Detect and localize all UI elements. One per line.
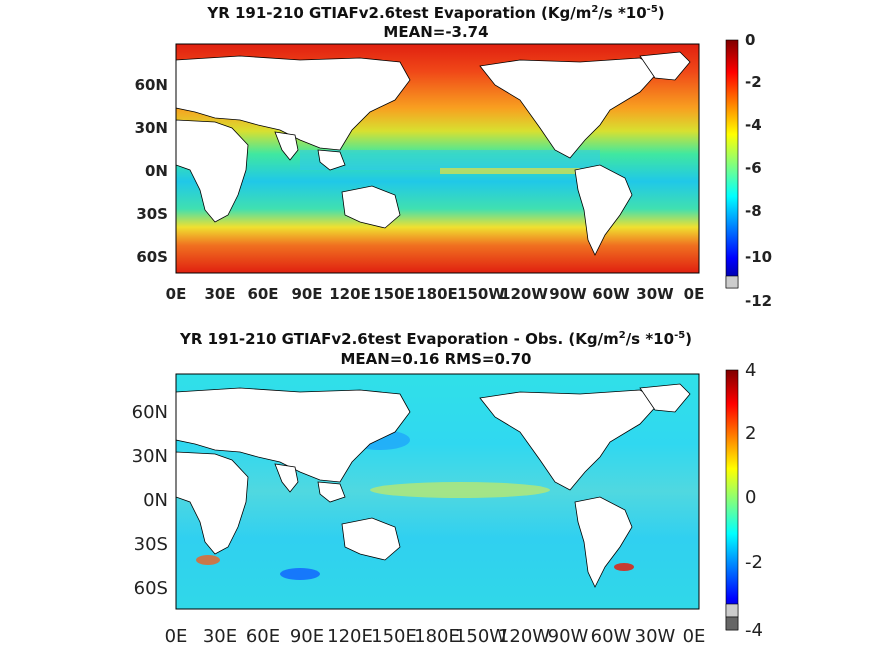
colorbar-2-tick: -4 xyxy=(745,620,763,641)
land-australia xyxy=(341,185,401,229)
panel-2-subtitle: MEAN=0.16 RMS=0.70 xyxy=(341,350,532,368)
x-tick-label: 0E xyxy=(683,626,706,647)
y-tick-label: 60N xyxy=(135,76,168,94)
y-tick-label: 0N xyxy=(145,162,168,180)
panel-1-subtitle: MEAN=-3.74 xyxy=(383,23,488,41)
y-tick-label: 30S xyxy=(136,205,168,223)
colorbar-2-body xyxy=(725,369,739,631)
colorbar-2: 4 2 0 -2 -4 xyxy=(725,360,763,641)
anomaly-pos xyxy=(370,482,550,498)
x-tick-label: 180E xyxy=(414,626,460,647)
colorbar-2-tick: 0 xyxy=(745,487,756,508)
colorbar-1-tick: -12 xyxy=(745,292,772,310)
tropical-band xyxy=(300,150,600,170)
colorbar-2-tick: 4 xyxy=(745,360,756,381)
colorbar-2-tick: -2 xyxy=(745,552,763,573)
colorbar-1: 0 -2 -4 -6 -8 -10 -12 xyxy=(725,31,772,310)
panel-1: YR 191-210 GTIAFv2.6test Evaporation (Kg… xyxy=(135,4,773,310)
x-tick-label: 150W xyxy=(457,285,505,303)
x-tick-label: 120W xyxy=(498,626,550,647)
land-eurasia xyxy=(175,387,411,483)
colorbar-2-under-dark xyxy=(725,616,739,631)
colorbar-1-tick: -8 xyxy=(745,202,762,220)
colorbar-1-tick: -2 xyxy=(745,73,762,91)
x-tick-label: 90E xyxy=(290,626,324,647)
x-tick-label: 90W xyxy=(548,626,589,647)
y-tick-label: 30N xyxy=(135,119,168,137)
land-india xyxy=(274,463,299,493)
x-tick-label: 60E xyxy=(246,626,280,647)
x-tick-label: 180E xyxy=(416,285,458,303)
x-tick-label: 60W xyxy=(591,626,632,647)
y-axis-2: 60N 30N 0N 30S 60S xyxy=(132,402,168,599)
land-masks-2 xyxy=(175,383,691,588)
land-greenland xyxy=(639,51,691,81)
colorbar-1-tick: -10 xyxy=(745,248,772,266)
colorbar-1-tick: 0 xyxy=(745,31,755,49)
land-se-asia xyxy=(317,481,346,503)
x-tick-label: 120W xyxy=(500,285,548,303)
land-africa xyxy=(175,119,249,223)
land-africa xyxy=(175,451,249,555)
y-axis-1: 60N 30N 0N 30S 60S xyxy=(135,76,168,266)
map-frame-2 xyxy=(175,373,700,610)
x-tick-label: 150E xyxy=(373,285,415,303)
x-tick-label: 150E xyxy=(371,626,417,647)
x-tick-label: 0E xyxy=(166,285,187,303)
land-north-america xyxy=(479,389,661,491)
cold-tongue xyxy=(440,168,580,174)
land-north-america xyxy=(479,57,661,159)
y-tick-label: 60S xyxy=(136,248,168,266)
land-se-asia xyxy=(317,149,346,171)
map-2 xyxy=(175,373,700,610)
colorbar-1-body xyxy=(725,39,739,289)
x-tick-label: 60E xyxy=(247,285,278,303)
panel-2-title: YR 191-210 GTIAFv2.6test Evaporation - O… xyxy=(179,330,692,348)
x-tick-label: 0E xyxy=(165,626,188,647)
y-tick-label: 60N xyxy=(132,402,168,423)
panel-1-title: YR 191-210 GTIAFv2.6test Evaporation (Kg… xyxy=(206,4,664,22)
land-australia xyxy=(341,517,401,561)
land-south-america xyxy=(574,164,633,256)
x-tick-label: 120E xyxy=(329,285,371,303)
x-tick-label: 30W xyxy=(635,626,676,647)
colorbar-2-tick: 2 xyxy=(745,423,756,444)
map-frame-1 xyxy=(175,43,700,274)
x-tick-label: 90W xyxy=(549,285,587,303)
land-eurasia xyxy=(175,55,411,151)
x-tick-label: 90E xyxy=(291,285,322,303)
panel-2: YR 191-210 GTIAFv2.6test Evaporation - O… xyxy=(132,330,763,647)
y-tick-label: 30S xyxy=(134,534,168,555)
y-tick-label: 60S xyxy=(134,578,168,599)
land-india xyxy=(274,131,299,161)
colorbar-2-under xyxy=(725,603,739,618)
anomaly-neg xyxy=(280,568,320,580)
anomaly-pos xyxy=(614,563,634,571)
colorbar-1-under xyxy=(725,275,739,289)
anomaly-pos xyxy=(196,555,220,565)
x-axis-2: 0E 30E 60E 90E 120E 150E 180E 150W 120W … xyxy=(165,626,706,647)
colorbar-1-tick: -4 xyxy=(745,116,762,134)
colorbar-1-tick: -6 xyxy=(745,159,762,177)
x-tick-label: 30E xyxy=(204,285,235,303)
y-tick-label: 30N xyxy=(132,446,168,467)
x-tick-label: 30E xyxy=(203,626,237,647)
x-axis-1: 0E 30E 60E 90E 120E 150E 180E 150W 120W … xyxy=(166,285,705,303)
land-masks-1 xyxy=(175,51,691,256)
land-greenland xyxy=(639,383,691,413)
land-south-america xyxy=(574,496,633,588)
map-1 xyxy=(175,43,700,274)
x-tick-label: 150W xyxy=(455,626,507,647)
x-tick-label: 0E xyxy=(684,285,705,303)
x-tick-label: 120E xyxy=(327,626,373,647)
x-tick-label: 60W xyxy=(592,285,630,303)
x-tick-label: 30W xyxy=(636,285,674,303)
y-tick-label: 0N xyxy=(143,490,168,511)
